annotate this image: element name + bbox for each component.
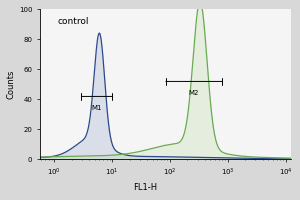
Text: M1: M1 xyxy=(92,105,102,111)
Text: M2: M2 xyxy=(189,90,199,96)
X-axis label: FL1-H: FL1-H xyxy=(134,183,158,192)
Text: control: control xyxy=(58,17,89,26)
Y-axis label: Counts: Counts xyxy=(7,70,16,99)
